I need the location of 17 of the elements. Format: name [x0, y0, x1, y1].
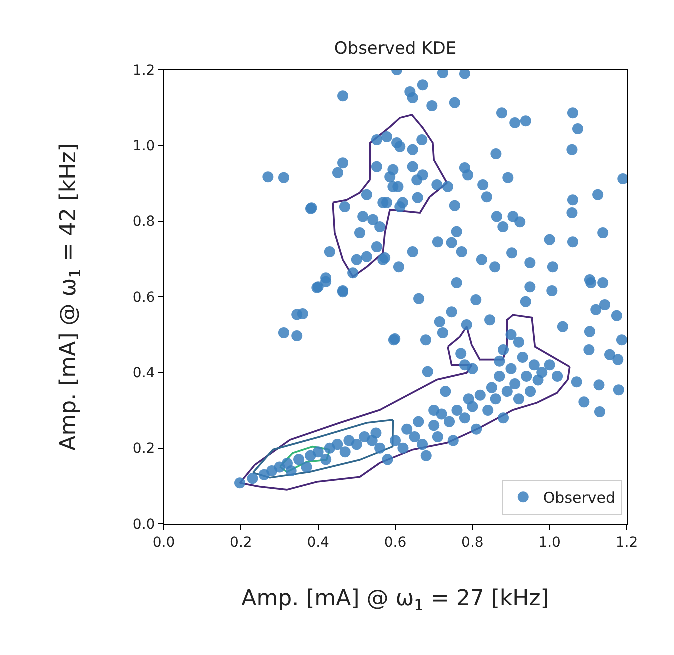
x-tick-label: 0.6: [384, 534, 407, 551]
y-tick-label: 0.4: [132, 366, 156, 382]
x-tick-label: 0.8: [462, 534, 484, 551]
x-tick-label: 1.0: [538, 534, 561, 551]
x-tick-label: 0.4: [307, 534, 330, 551]
x-axis-title: Amp. [mA] @ ω$_{1}$ = 27 [kHz]: [242, 586, 550, 614]
y-tick-label: 0.8: [132, 214, 156, 230]
x-tick-label: 1.2: [616, 534, 638, 551]
y-tick-label: 0.6: [132, 290, 156, 306]
y-tick-label: 0.2: [132, 441, 156, 458]
x-tick-label: 0.0: [152, 534, 176, 551]
x-tick-label: 0.2: [230, 534, 252, 551]
y-tick-label: 1.0: [132, 138, 156, 155]
chart-title: Observed KDE: [334, 38, 457, 59]
legend-label: Observed: [543, 489, 616, 508]
y-tick-label: 1.2: [132, 62, 156, 79]
y-tick-label: 0.0: [132, 516, 156, 533]
